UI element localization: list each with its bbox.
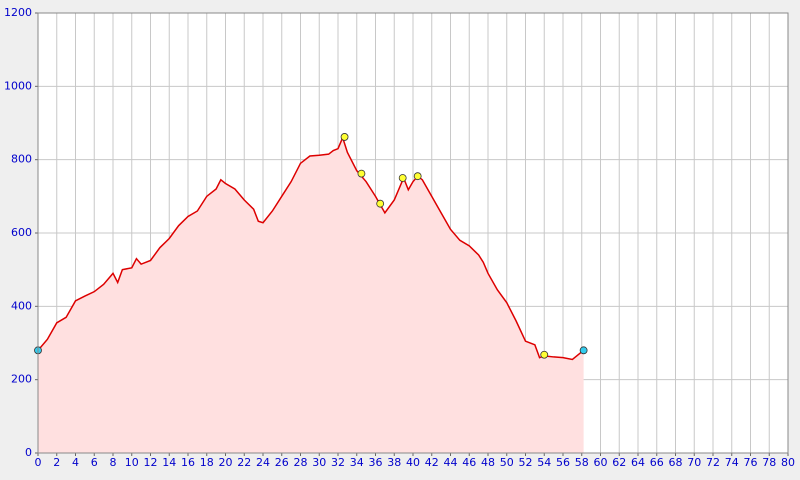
x-tick-label: 36 (369, 456, 383, 469)
x-tick-label: 42 (425, 456, 439, 469)
x-tick-label: 64 (631, 456, 645, 469)
x-tick-label: 18 (200, 456, 214, 469)
y-tick-label: 600 (11, 226, 32, 239)
elevation-line (37, 135, 585, 361)
x-tick-label: 62 (612, 456, 626, 469)
y-tick-label: 0 (25, 446, 32, 459)
waypoint-marker (398, 174, 407, 182)
x-tick-label: 76 (744, 456, 758, 469)
x-tick-label: 52 (519, 456, 533, 469)
x-tick-label: 4 (72, 456, 79, 469)
x-tick-label: 16 (181, 456, 195, 469)
x-tick-label: 70 (687, 456, 701, 469)
x-tick-label: 8 (110, 456, 117, 469)
y-tick-label: 1000 (4, 79, 32, 92)
x-tick-label: 26 (275, 456, 289, 469)
waypoint-marker (357, 169, 366, 178)
x-tick-label: 74 (725, 456, 739, 469)
x-tick-label: 20 (219, 456, 233, 469)
waypoint-marker (540, 350, 549, 359)
y-tick-label: 200 (11, 373, 32, 386)
y-tick-label: 1200 (4, 6, 32, 19)
x-tick-label: 48 (481, 456, 495, 469)
x-tick-label: 28 (294, 456, 308, 469)
x-tick-label: 24 (256, 456, 270, 469)
x-tick-label: 58 (575, 456, 589, 469)
x-tick-label: 50 (500, 456, 514, 469)
x-tick-label: 44 (444, 456, 458, 469)
x-tick-label: 72 (706, 456, 720, 469)
waypoint-marker (376, 199, 385, 208)
x-tick-label: 66 (650, 456, 664, 469)
x-tick-label: 80 (781, 456, 795, 469)
x-tick-label: 0 (35, 456, 42, 469)
x-tick-label: 14 (162, 456, 176, 469)
area-fill (38, 137, 584, 453)
x-tick-label: 10 (125, 456, 139, 469)
x-tick-label: 38 (387, 456, 401, 469)
x-tick-label: 68 (669, 456, 683, 469)
plot-border (37, 12, 789, 454)
y-tick-label: 400 (11, 299, 32, 312)
x-tick-label: 32 (331, 456, 345, 469)
x-tick-label: 54 (537, 456, 551, 469)
waypoint-marker (579, 346, 588, 355)
x-tick-label: 30 (312, 456, 326, 469)
x-tick-label: 60 (594, 456, 608, 469)
y-tick-label: 800 (11, 153, 32, 166)
waypoint-marker (340, 133, 349, 141)
x-tick-label: 46 (462, 456, 476, 469)
x-tick-label: 22 (237, 456, 251, 469)
x-tick-label: 34 (350, 456, 364, 469)
x-tick-label: 2 (53, 456, 60, 469)
x-tick-label: 78 (762, 456, 776, 469)
x-tick-label: 6 (91, 456, 98, 469)
x-tick-label: 56 (556, 456, 570, 469)
x-tick-label: 40 (406, 456, 420, 469)
waypoint-marker (413, 172, 422, 181)
x-tick-label: 12 (144, 456, 158, 469)
